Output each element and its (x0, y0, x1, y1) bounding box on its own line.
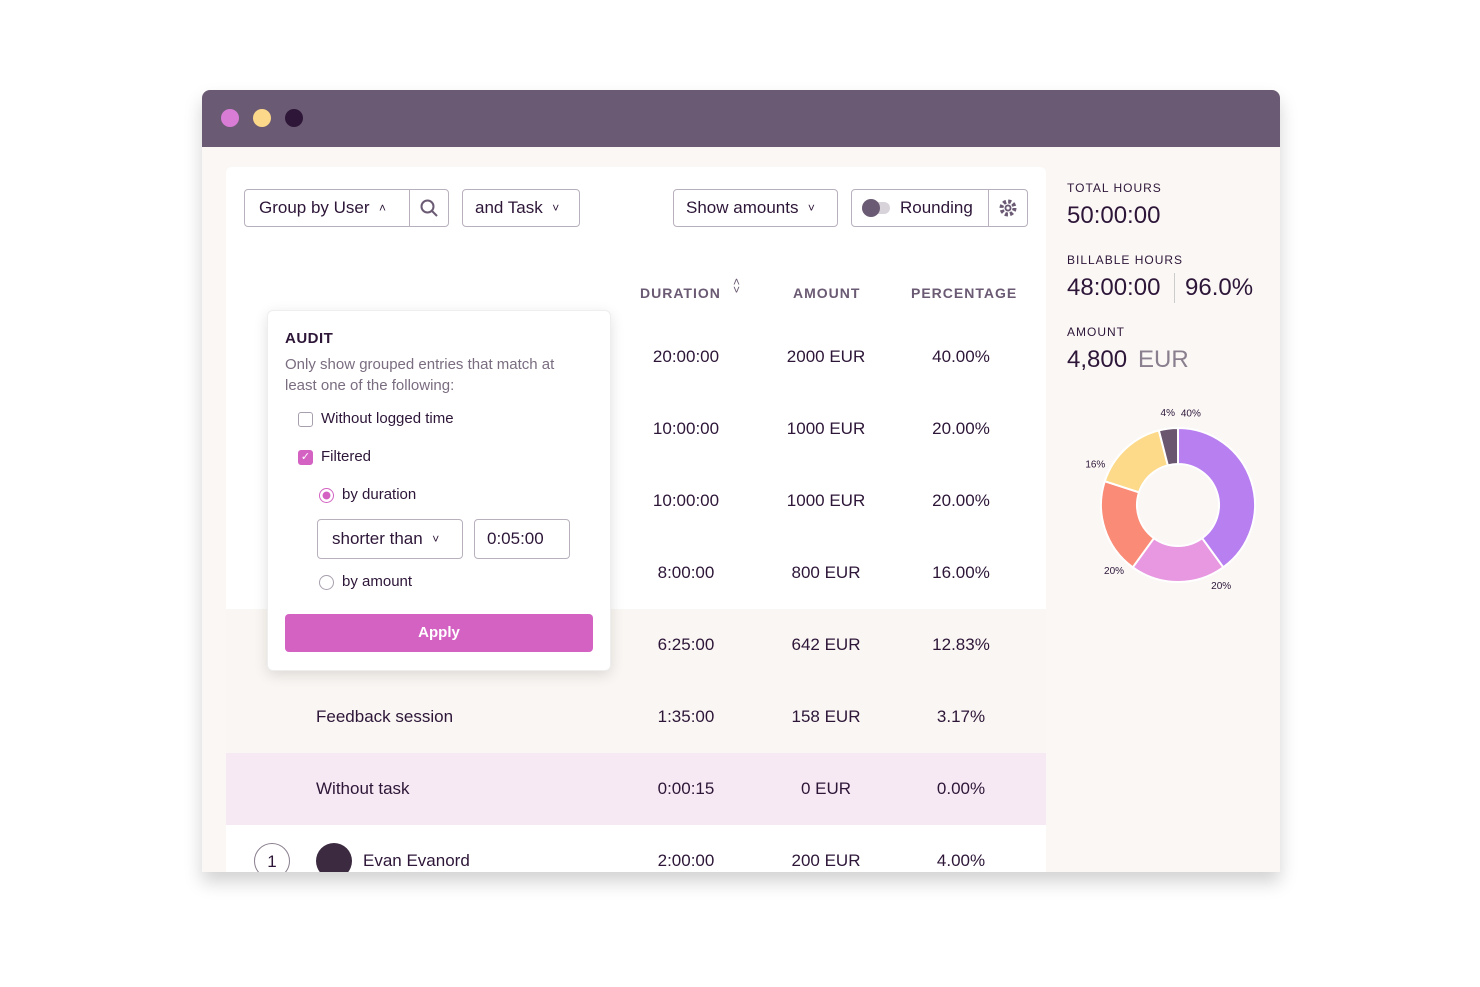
audit-title: AUDIT (285, 330, 334, 347)
amount-cell: 642 EUR (791, 635, 861, 654)
amount-cell: 800 EUR (791, 563, 861, 582)
amount-label: AMOUNT (1067, 325, 1125, 339)
slice-label: 40% (1181, 409, 1201, 420)
checkbox[interactable] (298, 412, 313, 427)
duration-cell: 8:00:00 (657, 563, 715, 582)
option-label: by duration (342, 486, 417, 503)
percentage-cell: 0.00% (936, 779, 986, 798)
duration-cell: 0:00:15 (657, 779, 715, 798)
percentage-cell: 20.00% (932, 419, 990, 438)
duration-cell: 1:35:00 (657, 707, 715, 726)
duration-cell: 10:00:00 (652, 491, 720, 510)
show-amounts-button[interactable]: Show amounts ˅ (673, 189, 838, 227)
close-dot[interactable] (221, 109, 239, 127)
percentage-cell: 16.00% (932, 563, 990, 582)
rank-badge: 1 (254, 843, 290, 872)
condition-select[interactable]: shorter than ˅ (317, 519, 463, 559)
audit-popover: AUDIT Only show grouped entries that mat… (267, 310, 611, 671)
amount-cell: 0 EUR (800, 779, 852, 798)
show-amounts-text: Show amounts (686, 198, 799, 217)
apply-button[interactable]: Apply (285, 614, 593, 652)
duration-cell: 2:00:00 (657, 851, 715, 870)
percentage-cell: 3.17% (936, 707, 986, 726)
name-cell: Evan Evanord (363, 851, 470, 870)
threshold-text: 0:05:00 (487, 529, 544, 548)
divider (1174, 273, 1175, 303)
percentage-cell: 12.83% (932, 635, 990, 654)
total-hours-value: 50:00:00 (1067, 202, 1161, 229)
table-row[interactable]: Feedback session 1:35:00 158 EUR 3.17% (226, 681, 1046, 753)
name-cell: Feedback session (316, 707, 454, 726)
duration-cell: 6:25:00 (657, 635, 715, 654)
condition-text: shorter than (332, 529, 423, 548)
percentage-cell: 40.00% (932, 347, 990, 366)
group-by-text: Group by User (259, 198, 370, 217)
slice-label: 16% (1085, 459, 1105, 470)
amount-cell: 2000 EUR (786, 347, 866, 366)
percentage-cell: 4.00% (936, 851, 986, 870)
sort-icon[interactable]: ˄ ˅ (733, 275, 741, 297)
amount-cell: 1000 EUR (786, 491, 866, 510)
search-button[interactable] (409, 189, 449, 227)
amount-cell: 158 EUR (791, 707, 861, 726)
title-bar (202, 90, 1280, 147)
donut-slice[interactable] (1177, 426, 1256, 569)
option-label: by amount (342, 573, 413, 590)
duration-header[interactable]: DURATION (640, 285, 721, 301)
radio-checked[interactable] (319, 488, 334, 503)
duration-cell: 20:00:00 (652, 347, 720, 366)
checkbox-checked[interactable]: ✓ (298, 450, 313, 465)
percentage-cell: 20.00% (932, 491, 990, 510)
group-by-button[interactable]: Group by User ˄ (244, 189, 410, 227)
donut-chart: 40% 20% 20% 16% 4% (1085, 408, 1256, 592)
table-row[interactable]: 1 Evan Evanord 2:00:00 200 EUR 4.00% (226, 825, 1046, 872)
percentage-header: PERCENTAGE (911, 285, 1018, 301)
amount-cell: 200 EUR (791, 851, 861, 870)
billable-hours-value: 48:00:00 (1067, 274, 1161, 301)
donut-slice[interactable] (1103, 429, 1170, 494)
amount-unit: EUR (1138, 346, 1189, 373)
audit-description: Only show grouped entries that match at … (285, 356, 555, 394)
name-cell: Without task (316, 779, 410, 798)
and-task-button[interactable]: and Task ˅ (462, 189, 580, 227)
search-icon (420, 199, 438, 217)
amount-cell: 1000 EUR (786, 419, 866, 438)
amount-value: 4,800 (1067, 346, 1128, 373)
billable-percentage: 96.0% (1185, 274, 1254, 301)
app-window: Group by User ˄ and Task ˅ Show amounts … (202, 90, 1280, 872)
avatar (316, 843, 352, 872)
option-label: Filtered (321, 448, 372, 465)
rounding-text: Rounding (900, 198, 973, 217)
table-row[interactable]: Without task 0:00:15 0 EUR 0.00% (226, 753, 1046, 825)
maximize-dot[interactable] (285, 109, 303, 127)
donut-slice[interactable] (1157, 426, 1179, 467)
slice-label: 20% (1104, 566, 1124, 577)
and-task-text: and Task (475, 198, 543, 217)
duration-cell: 10:00:00 (652, 419, 720, 438)
gear-icon (999, 199, 1017, 217)
minimize-dot[interactable] (253, 109, 271, 127)
slice-label: 4% (1161, 408, 1176, 419)
amount-header: AMOUNT (793, 285, 861, 301)
slice-label: 20% (1211, 581, 1231, 592)
rounding-toggle[interactable]: Rounding (851, 189, 989, 227)
settings-button[interactable] (988, 189, 1028, 227)
option-label: Without logged time (321, 410, 454, 427)
billable-hours-label: BILLABLE HOURS (1067, 253, 1184, 267)
report-card: Group by User ˄ and Task ˅ Show amounts … (226, 167, 1046, 872)
total-hours-label: TOTAL HOURS (1067, 181, 1162, 195)
radio[interactable] (319, 575, 334, 590)
threshold-input[interactable]: 0:05:00 (474, 519, 570, 559)
